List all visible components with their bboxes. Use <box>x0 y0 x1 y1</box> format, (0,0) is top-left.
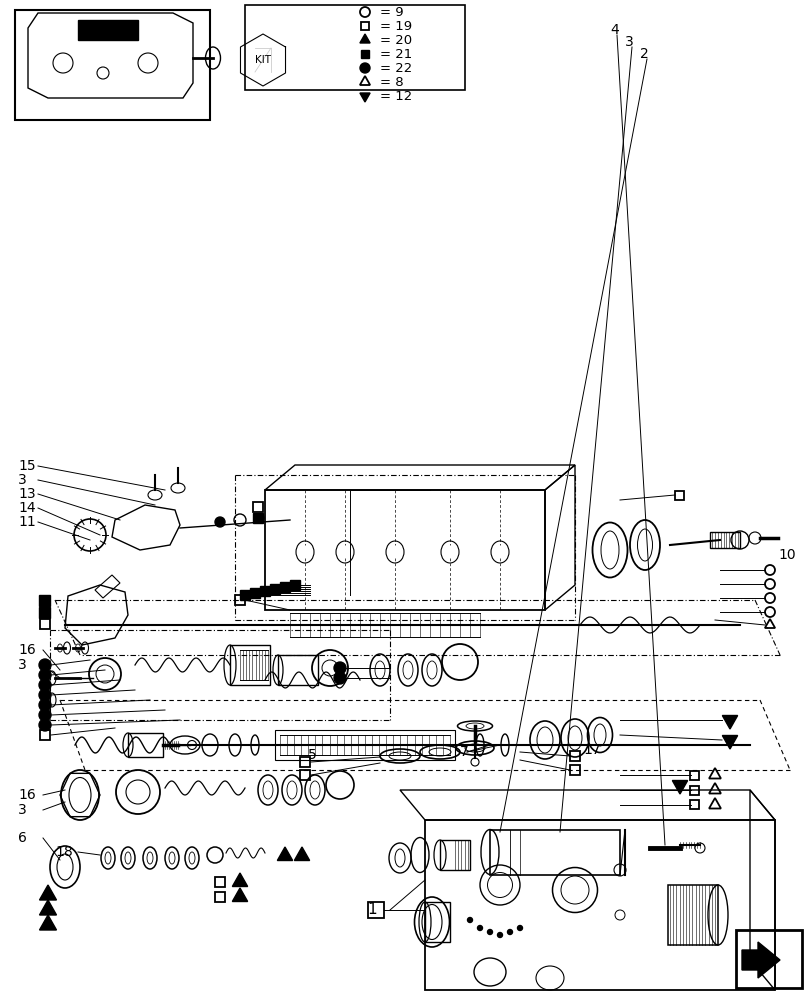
Bar <box>40 606 50 617</box>
Text: 7: 7 <box>460 745 468 759</box>
Bar <box>424 820 774 990</box>
Text: 3: 3 <box>18 473 27 487</box>
Text: = 19: = 19 <box>380 20 412 33</box>
Bar <box>689 770 698 780</box>
Polygon shape <box>232 873 247 886</box>
Bar <box>667 885 717 945</box>
Bar <box>367 902 384 918</box>
Circle shape <box>333 662 345 674</box>
Text: = 22: = 22 <box>380 62 412 75</box>
Bar <box>270 584 280 594</box>
Circle shape <box>39 709 51 721</box>
Text: 10: 10 <box>777 548 795 562</box>
Bar <box>215 892 225 902</box>
Polygon shape <box>277 847 292 860</box>
Bar <box>240 590 250 600</box>
Bar <box>128 733 163 757</box>
Bar <box>215 877 225 887</box>
Bar <box>709 532 739 548</box>
Bar <box>361 50 368 58</box>
Bar <box>689 786 698 794</box>
Bar <box>260 586 270 596</box>
Text: = 21: = 21 <box>380 48 412 61</box>
Bar <box>253 502 263 512</box>
Bar <box>277 655 318 685</box>
Text: 3: 3 <box>18 803 27 817</box>
Bar <box>234 595 245 605</box>
Bar <box>40 730 50 740</box>
Polygon shape <box>359 93 370 102</box>
Bar <box>275 730 454 760</box>
Text: 6: 6 <box>18 831 27 845</box>
Circle shape <box>487 929 492 934</box>
Circle shape <box>255 514 264 522</box>
Bar <box>290 580 299 590</box>
Text: 3: 3 <box>18 658 27 672</box>
Circle shape <box>39 719 51 731</box>
Text: 3: 3 <box>624 35 633 49</box>
Polygon shape <box>722 715 736 729</box>
Text: = 20: = 20 <box>380 34 412 47</box>
Circle shape <box>39 679 51 691</box>
Circle shape <box>497 932 502 937</box>
Bar <box>40 594 50 605</box>
Bar <box>569 765 579 775</box>
Circle shape <box>39 699 51 711</box>
Text: 16: 16 <box>18 788 36 802</box>
Text: 4: 4 <box>609 23 618 37</box>
Text: 14: 14 <box>18 501 36 515</box>
Circle shape <box>477 925 482 930</box>
Circle shape <box>467 917 472 922</box>
Circle shape <box>39 659 51 671</box>
Bar <box>675 490 684 499</box>
Text: 11: 11 <box>18 515 36 529</box>
Circle shape <box>333 672 345 684</box>
Bar <box>489 830 620 875</box>
Bar <box>280 582 290 592</box>
Polygon shape <box>232 888 247 902</box>
Bar <box>230 645 270 685</box>
Bar <box>735 930 801 988</box>
Bar <box>250 588 260 598</box>
Circle shape <box>39 689 51 701</box>
Circle shape <box>215 517 225 527</box>
Polygon shape <box>40 900 57 915</box>
Circle shape <box>39 669 51 681</box>
Circle shape <box>517 925 521 930</box>
Text: = 12: = 12 <box>380 90 412 103</box>
Bar <box>78 20 138 40</box>
Polygon shape <box>40 885 57 900</box>
Polygon shape <box>40 915 57 930</box>
Polygon shape <box>672 780 687 794</box>
Polygon shape <box>294 847 309 860</box>
Bar <box>424 902 449 942</box>
Text: 18: 18 <box>55 845 73 859</box>
Text: 1: 1 <box>367 902 376 917</box>
Text: 2: 2 <box>639 47 648 61</box>
Text: KIT: KIT <box>255 55 271 65</box>
Text: = 9: = 9 <box>380 6 403 19</box>
Bar <box>245 5 465 90</box>
Bar <box>569 751 579 761</box>
Bar <box>40 619 50 629</box>
Circle shape <box>507 929 512 934</box>
Text: 13: 13 <box>18 487 36 501</box>
Polygon shape <box>722 735 736 749</box>
Text: 16: 16 <box>18 643 36 657</box>
Text: 5: 5 <box>307 748 316 762</box>
Bar <box>440 840 470 870</box>
Text: 15: 15 <box>18 459 36 473</box>
Bar <box>361 22 368 30</box>
Bar <box>264 490 544 610</box>
Bar <box>689 800 698 809</box>
Polygon shape <box>741 942 779 978</box>
Circle shape <box>359 63 370 73</box>
Bar <box>299 757 310 767</box>
Text: = 8: = 8 <box>380 76 403 89</box>
Polygon shape <box>359 34 370 43</box>
Text: 17: 17 <box>582 743 600 757</box>
Bar <box>253 513 263 523</box>
Bar <box>299 770 310 780</box>
Bar <box>15 10 210 120</box>
